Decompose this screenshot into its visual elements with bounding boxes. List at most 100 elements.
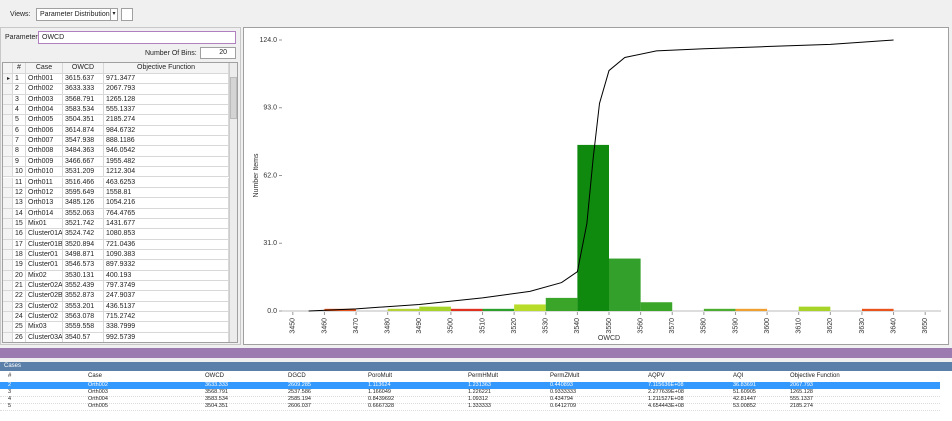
table-cell: 25 bbox=[13, 322, 26, 333]
table-cell: 1 bbox=[13, 74, 26, 85]
table-cell: Orth009 bbox=[26, 156, 63, 168]
x-tick-label: 3580 bbox=[701, 318, 708, 334]
column-header: Case bbox=[26, 63, 63, 74]
table-cell: 4 bbox=[8, 396, 12, 402]
table-cell: 764.4765 bbox=[104, 208, 229, 219]
views-label: Views: bbox=[10, 11, 31, 18]
table-cell: Cluster02 bbox=[26, 312, 63, 323]
table-cell: 3485.126 bbox=[63, 198, 104, 209]
table-cell: 888.1186 bbox=[104, 136, 229, 147]
selected-row[interactable] bbox=[0, 382, 940, 389]
table-cell: Orth012 bbox=[26, 187, 63, 199]
x-tick-label: 3570 bbox=[669, 318, 676, 334]
table-cell: 16 bbox=[13, 229, 26, 240]
table-cell: 20 bbox=[13, 270, 26, 281]
table-cell: 3633.333 bbox=[205, 382, 228, 388]
table-cell: 2067.793 bbox=[790, 382, 813, 388]
dropdown-arrow[interactable]: ▾ bbox=[110, 8, 118, 21]
table-cell: Orth003 bbox=[26, 94, 63, 106]
table-cell: 1212.304 bbox=[104, 167, 229, 178]
table-cell: 463.6253 bbox=[104, 177, 229, 188]
x-tick-label: 3550 bbox=[606, 318, 613, 334]
table-cell: 338.7999 bbox=[104, 322, 229, 333]
table-cell: 1.166049 bbox=[368, 389, 391, 395]
table-row[interactable] bbox=[0, 403, 940, 411]
parameter-label: Parameter: bbox=[5, 34, 40, 41]
table-cell: Cluster02B bbox=[26, 291, 63, 302]
table-cell: 797.3749 bbox=[104, 281, 229, 292]
bins-value: 20 bbox=[219, 49, 227, 56]
table-cell: 9 bbox=[13, 156, 26, 168]
y-tick-label: 0.0 bbox=[267, 308, 277, 315]
column-header: AQI bbox=[733, 373, 744, 379]
column-header: PermHMult bbox=[468, 373, 499, 379]
row-selector bbox=[3, 198, 13, 209]
parameter-value: OWCD bbox=[42, 34, 65, 41]
table-cell: 3583.534 bbox=[205, 396, 228, 402]
table-cell: 36.83691 bbox=[733, 382, 756, 388]
table-cell: 15 bbox=[13, 218, 26, 230]
y-axis-label: Number Items bbox=[253, 153, 260, 197]
cases-panel bbox=[0, 362, 952, 421]
table-cell: 992.5739 bbox=[104, 332, 229, 342]
table-cell: Cluster01 bbox=[26, 249, 63, 261]
table-cell: 1.231363 bbox=[468, 382, 491, 388]
table-cell: Orth004 bbox=[88, 396, 108, 402]
table-row[interactable] bbox=[0, 396, 940, 404]
parameter-dropdown[interactable]: OWCD bbox=[38, 31, 236, 44]
table-cell: 14 bbox=[13, 208, 26, 219]
table-cell: Cluster02 bbox=[26, 301, 63, 313]
x-tick-label: 3630 bbox=[859, 318, 866, 334]
view-dropdown[interactable]: Parameter Distribution bbox=[36, 8, 117, 21]
x-tick-label: 3450 bbox=[290, 318, 297, 334]
table-cell: 0.9333333 bbox=[550, 389, 576, 395]
table-cell: 897.9332 bbox=[104, 260, 229, 271]
table-cell: 400.193 bbox=[104, 270, 229, 281]
table-cell: 3553.201 bbox=[63, 301, 104, 313]
bins-label: Number Of Bins: bbox=[145, 50, 197, 57]
x-tick-label: 3520 bbox=[511, 318, 518, 334]
table-cell: Cluster01 bbox=[26, 260, 63, 271]
settings-button[interactable] bbox=[121, 8, 133, 21]
bins-spinbox[interactable]: 20 bbox=[200, 47, 236, 59]
table-cell: 3531.209 bbox=[63, 167, 104, 178]
table-cell: 2 bbox=[13, 84, 26, 95]
table-cell: 555.1337 bbox=[790, 396, 813, 402]
table-cell: 17 bbox=[13, 239, 26, 250]
table-cell: 21 bbox=[13, 281, 26, 292]
table-cell: 247.9037 bbox=[104, 291, 229, 302]
table-cell: 12 bbox=[13, 187, 26, 199]
table-cell: 2537.586 bbox=[288, 389, 311, 395]
histogram-bar bbox=[577, 144, 609, 311]
histogram-bar bbox=[387, 308, 420, 311]
splitter bbox=[0, 348, 952, 358]
histogram-bar bbox=[482, 308, 515, 311]
column-header: Case bbox=[88, 373, 103, 379]
table-cell: 7 bbox=[13, 136, 26, 147]
table-cell: 0.434794 bbox=[550, 396, 573, 402]
row-selector bbox=[3, 281, 13, 292]
x-tick-label: 3470 bbox=[353, 318, 360, 334]
histogram-chart: 0.0 31.0 62.0 93.0 124.0 3450 3460 3470 3480 3490… bbox=[253, 37, 941, 342]
x-tick-label: 3460 bbox=[321, 318, 328, 334]
table-cell: 7.115636E+08 bbox=[648, 382, 684, 388]
table-cell: 3530.131 bbox=[63, 270, 104, 281]
table-cell: Orth010 bbox=[26, 167, 63, 178]
table-cell: 0.6667328 bbox=[368, 403, 394, 409]
x-tick-label: 3530 bbox=[543, 318, 550, 334]
column-header: DGCD bbox=[288, 373, 306, 379]
table-row[interactable] bbox=[0, 389, 940, 397]
x-tick-label: 3480 bbox=[385, 318, 392, 334]
x-tick-label: 3490 bbox=[416, 318, 423, 334]
cumulative-line bbox=[308, 39, 894, 312]
table-cell: 715.2742 bbox=[104, 312, 229, 323]
table-cell: 2585.194 bbox=[288, 396, 311, 402]
table-cell: 2609.285 bbox=[288, 382, 311, 388]
y-tick-label: 62.0 bbox=[263, 172, 277, 179]
table-cell: Orth002 bbox=[26, 84, 63, 95]
table-cell: 0.6412709 bbox=[550, 403, 576, 409]
x-tick-label: 3590 bbox=[732, 318, 739, 334]
table-cell: 2606.037 bbox=[288, 403, 311, 409]
scrollbar-thumb[interactable] bbox=[230, 77, 237, 119]
column-header: AQPV bbox=[648, 373, 665, 379]
